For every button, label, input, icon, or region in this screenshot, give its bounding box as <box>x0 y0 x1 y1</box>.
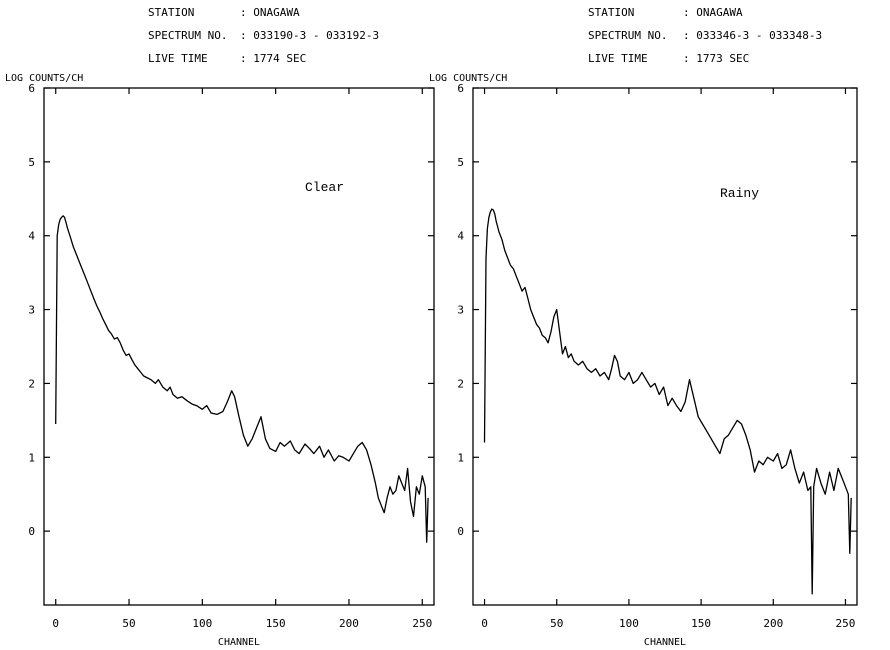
x-axis-label: CHANNEL <box>644 637 686 648</box>
y-tick-label: 3 <box>457 304 464 317</box>
y-tick-label: 1 <box>457 451 464 464</box>
x-tick-label: 250 <box>412 617 432 630</box>
plot-frame <box>472 87 858 606</box>
spectrum-line <box>483 208 852 595</box>
y-tick-label: 4 <box>457 230 464 243</box>
y-tick-label: 2 <box>28 377 35 390</box>
y-tick-label: 1 <box>28 451 35 464</box>
live-value: : 1773 SEC <box>683 52 749 65</box>
spectrum-value: : 033190-3 - 033192-3 <box>240 29 379 42</box>
x-tick-label: 100 <box>619 617 639 630</box>
chart-panel-clear: STATION : ONAGAWA SPECTRUM NO. : 033190-3 -… <box>5 6 435 648</box>
condition-annotation: Rainy <box>720 186 759 201</box>
live-label: LIVE TIME <box>588 52 648 65</box>
x-tick-label: 0 <box>481 617 488 630</box>
y-tick-label: 0 <box>457 525 464 538</box>
station-value: : ONAGAWA <box>240 6 300 19</box>
station-label: STATION <box>588 6 634 19</box>
spectrum-label: SPECTRUM NO. <box>588 29 667 42</box>
spectrum-line <box>55 215 429 543</box>
y-tick-label: 5 <box>457 156 464 169</box>
live-value: : 1774 SEC <box>240 52 306 65</box>
chart-panel-rainy: STATION : ONAGAWA SPECTRUM NO. : 033346-3 -… <box>429 6 858 648</box>
y-tick-label: 4 <box>28 230 35 243</box>
x-axis-label: CHANNEL <box>218 637 260 648</box>
x-tick-label: 150 <box>691 617 711 630</box>
x-tick-label: 200 <box>339 617 359 630</box>
spectrum-label: SPECTRUM NO. <box>148 29 227 42</box>
spectrum-value: : 033346-3 - 033348-3 <box>683 29 822 42</box>
y-tick-label: 6 <box>457 82 464 95</box>
station-label: STATION <box>148 6 194 19</box>
plot-frame <box>43 87 435 606</box>
y-tick-label: 2 <box>457 377 464 390</box>
y-axis-label: LOG COUNTS/CH <box>5 73 83 84</box>
station-value: : ONAGAWA <box>683 6 743 19</box>
live-label: LIVE TIME <box>148 52 208 65</box>
x-tick-label: 250 <box>836 617 856 630</box>
y-tick-label: 5 <box>28 156 35 169</box>
y-tick-label: 6 <box>28 82 35 95</box>
y-tick-label: 0 <box>28 525 35 538</box>
x-tick-label: 200 <box>763 617 783 630</box>
condition-annotation: Clear <box>305 180 344 195</box>
y-tick-label: 3 <box>28 304 35 317</box>
x-tick-label: 150 <box>266 617 286 630</box>
x-tick-label: 50 <box>122 617 135 630</box>
x-tick-label: 50 <box>550 617 563 630</box>
y-axis-label: LOG COUNTS/CH <box>429 73 507 84</box>
x-tick-label: 100 <box>192 617 212 630</box>
x-tick-label: 0 <box>52 617 59 630</box>
